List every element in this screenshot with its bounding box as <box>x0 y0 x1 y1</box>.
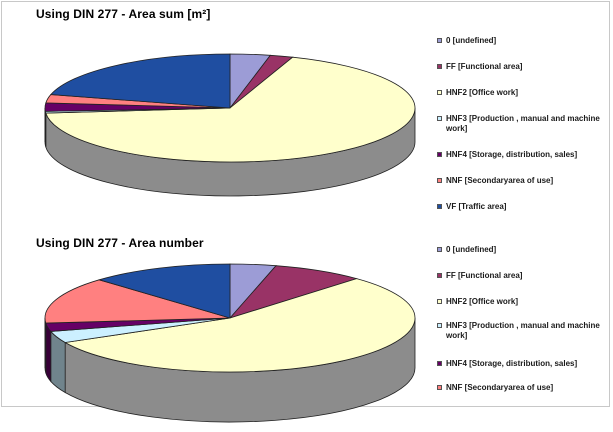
legend-swatch-hnf2 <box>437 299 442 304</box>
legend-label-ff: FF [Functional area] <box>446 271 606 281</box>
legend-swatch-hnf4 <box>437 152 442 157</box>
legend-swatch-hnf3 <box>437 116 442 121</box>
legend-area-number: 0 [undefined] FF [Functional area] HNF2 [O… <box>437 245 607 395</box>
legend-swatch-ff <box>437 273 442 278</box>
pie-side-hnf4 <box>46 323 51 381</box>
legend-swatch-vf <box>437 204 442 209</box>
chart-1-title: Using DIN 277 - Area sum [m²] <box>36 7 211 21</box>
legend-swatch-nnf <box>437 178 442 183</box>
pie-chart-area-number <box>0 222 430 432</box>
legend-label-hnf3: HNF3 [Production , manual and machine wo… <box>446 114 606 134</box>
legend-label-hnf3: HNF3 [Production , manual and machine wo… <box>446 321 606 341</box>
legend-swatch-ff <box>437 64 442 69</box>
legend-swatch-hnf3 <box>437 323 442 328</box>
legend-label-vf: VF [Traffic area] <box>446 202 606 212</box>
legend-swatch-hnf2 <box>437 90 442 95</box>
legend-label-nnf: NNF [Secondaryarea of use] <box>446 176 606 186</box>
legend-label-hnf4: HNF4 [Storage, distribution, sales] <box>446 359 606 369</box>
legend-swatch-hnf4 <box>437 361 442 366</box>
pie-top <box>45 54 415 162</box>
legend-label-hnf2: HNF2 [Office work] <box>446 88 606 98</box>
legend-swatch-0 <box>437 247 442 252</box>
legend-label-nnf: NNF [Secondaryarea of use] <box>446 383 606 393</box>
legend-label-hnf4: HNF4 [Storage, distribution, sales] <box>446 150 606 160</box>
pie-top <box>45 264 415 372</box>
legend-area-sum: 0 [undefined] FF [Functional area] HNF2 [O… <box>437 36 607 201</box>
legend-label-0: 0 [undefined] <box>446 245 606 255</box>
legend-label-hnf2: HNF2 [Office work] <box>446 297 606 307</box>
legend-swatch-0 <box>437 38 442 43</box>
legend-label-0: 0 [undefined] <box>446 36 606 46</box>
pie-chart-area-sum <box>0 22 430 232</box>
legend-swatch-nnf <box>437 385 442 390</box>
legend-label-ff: FF [Functional area] <box>446 62 606 72</box>
